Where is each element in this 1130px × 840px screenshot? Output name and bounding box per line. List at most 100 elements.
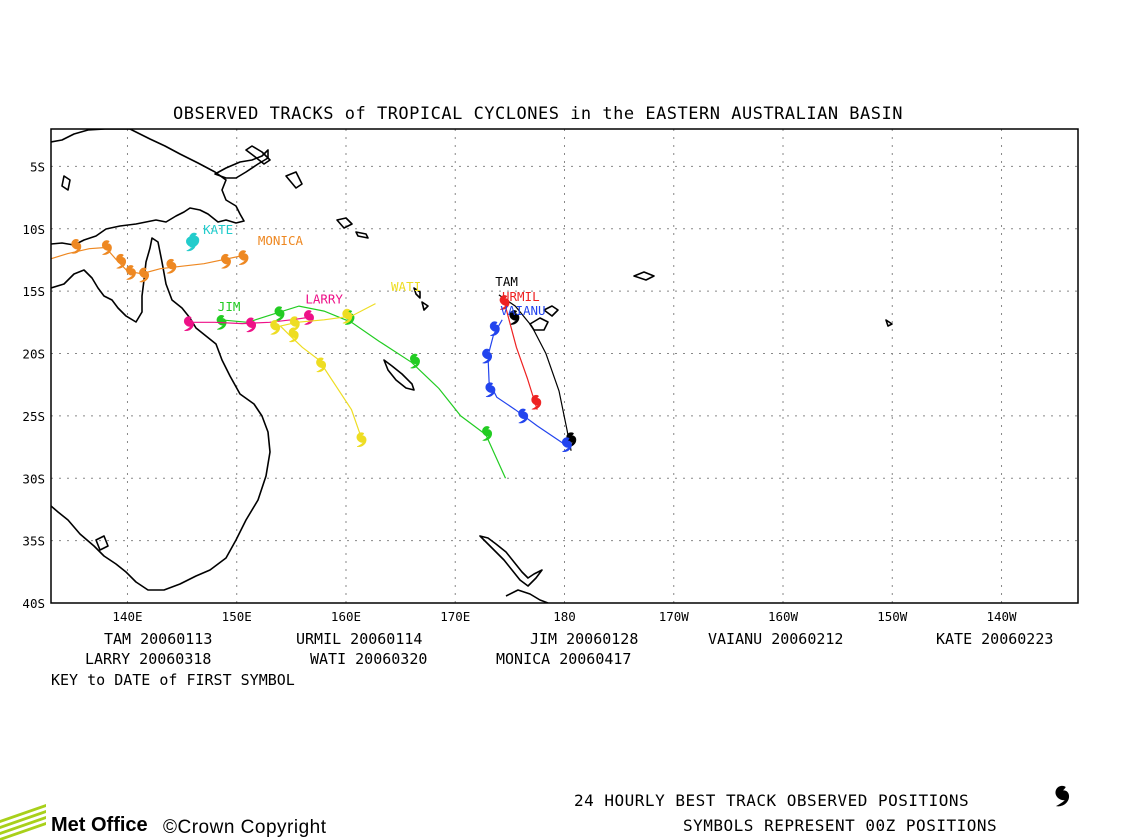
- australia-coast: [51, 237, 271, 591]
- cyclone-symbol-jim: [481, 425, 493, 442]
- cyclone-symbol-wati: [288, 327, 300, 343]
- new-caledonia-coast: [383, 359, 415, 391]
- cyclone-symbol-monica: [125, 264, 137, 281]
- track-urmil: URMIL: [499, 289, 542, 410]
- met-office-logo-icon: [0, 804, 46, 840]
- lat-tick-label: 30S: [22, 471, 45, 486]
- lat-tick-label: 5S: [30, 159, 45, 174]
- solomon-coast: [336, 217, 369, 239]
- footer-line-1: 24 HOURLY BEST TRACK OBSERVED POSITIONS: [574, 791, 969, 810]
- islet-west: [61, 175, 71, 191]
- cyclone-symbol-monica: [238, 249, 249, 266]
- track-line-tam: [498, 294, 572, 451]
- key-row-2: LARRY 20060318 WATI 20060320 MONICA 200604…: [85, 650, 631, 668]
- track-label-urmil: URMIL: [502, 289, 540, 304]
- cyclone-symbol-monica: [166, 258, 177, 274]
- graticule: [51, 129, 1078, 603]
- key: TAM 20060113 URMIL 20060114 JIM 20060128 VA…: [51, 630, 1053, 689]
- cyclone-symbol-monica: [138, 267, 150, 283]
- lon-tick-label: 150W: [877, 609, 908, 624]
- lat-tick-label: 10S: [22, 222, 45, 237]
- lat-tick-label: 15S: [22, 284, 45, 299]
- lat-tick-label: 35S: [22, 534, 45, 549]
- new-guinea-coast: [51, 129, 245, 246]
- copyright-text: ©Crown Copyright: [163, 817, 327, 838]
- key-entry: MONICA 20060417: [496, 650, 631, 668]
- lon-tick-label: 180: [553, 609, 576, 624]
- cyclone-symbol-wati: [269, 319, 281, 336]
- islet-east: [885, 319, 893, 327]
- cyclone-symbol-larry: [303, 309, 315, 326]
- lon-tick-label: 160W: [768, 609, 799, 624]
- cyclone-symbol-monica: [220, 253, 232, 269]
- cyclone-symbol-vaianu: [517, 408, 529, 424]
- coastlines: [51, 129, 893, 603]
- lon-tick-label: 140W: [986, 609, 1017, 624]
- track-label-jim: JIM: [218, 299, 241, 314]
- key-entry: WATI 20060320: [310, 650, 427, 668]
- cyclone-symbol-vaianu: [481, 348, 493, 364]
- latitude-labels: 5S 10S 15S 20S 25S 30S 35S 40S: [22, 159, 45, 611]
- key-entry: JIM 20060128: [530, 630, 638, 648]
- lat-tick-label: 25S: [22, 409, 45, 424]
- footer: 24 HOURLY BEST TRACK OBSERVED POSITIONS …: [0, 785, 1070, 840]
- samoa-coast: [633, 271, 655, 281]
- track-line-jim: [220, 305, 507, 479]
- key-row-1: TAM 20060113 URMIL 20060114 JIM 20060128 VA…: [104, 630, 1053, 648]
- new-zealand-south: [505, 589, 549, 603]
- track-kate: KATE: [185, 222, 233, 252]
- lake-dot: [95, 535, 109, 551]
- cyclone-symbol-wati: [356, 431, 367, 448]
- track-larry: LARRY: [183, 292, 343, 333]
- lat-tick-label: 20S: [22, 347, 45, 362]
- track-monica: MONICA: [51, 233, 304, 283]
- cyclone-symbol-jim: [274, 305, 285, 322]
- vanuatu-coast: [413, 287, 429, 311]
- bougainville-coast: [285, 171, 303, 189]
- cyclone-symbol-vaianu: [489, 320, 501, 337]
- cyclone-symbol-wati: [315, 357, 327, 373]
- key-entry: VAIANU 20060212: [708, 630, 843, 648]
- key-entry: KATE 20060223: [936, 630, 1053, 648]
- lon-tick-label: 160E: [331, 609, 361, 624]
- track-label-larry: LARRY: [305, 292, 343, 307]
- track-label-monica: MONICA: [258, 233, 304, 248]
- lon-tick-label: 170W: [659, 609, 690, 624]
- cyclone-symbol-jim: [409, 353, 421, 369]
- track-tam: TAM: [495, 274, 577, 451]
- track-vaianu: VAIANU: [481, 303, 573, 453]
- track-label-wati: WATI: [391, 279, 421, 294]
- lon-tick-label: 170E: [440, 609, 470, 624]
- track-wati: WATI: [269, 279, 421, 448]
- track-line-urmil: [503, 302, 538, 410]
- map-frame: [50, 128, 1079, 604]
- cyclone-symbol-urmil: [530, 394, 542, 410]
- key-entry: LARRY 20060318: [85, 650, 211, 668]
- new-britain-coast: [214, 149, 269, 179]
- cyclone-symbol-vaianu: [485, 382, 496, 398]
- new-ireland-coast: [245, 145, 271, 165]
- lon-tick-label: 140E: [112, 609, 142, 624]
- met-office-logo-text: Met Office: [51, 814, 148, 836]
- map-title: OBSERVED TRACKS of TROPICAL CYCLONES in …: [173, 104, 903, 124]
- track-label-vaianu: VAIANU: [500, 303, 545, 318]
- lon-tick-label: 150E: [222, 609, 252, 624]
- key-entry: URMIL 20060114: [296, 630, 422, 648]
- footer-line-2: SYMBOLS REPRESENT 00Z POSITIONS: [683, 816, 997, 835]
- track-line-vaianu: [487, 319, 568, 447]
- cyclone-symbol-icon: [1055, 785, 1070, 807]
- longitude-labels: 140E 150E 160E 170E 180 170W 160W 150W 140W: [112, 609, 1017, 624]
- track-jim: JIM: [216, 299, 507, 479]
- new-zealand-coast: [479, 535, 543, 587]
- cyclone-symbol-larry: [183, 315, 195, 332]
- track-label-tam: TAM: [495, 274, 518, 289]
- key-caption: KEY to DATE of FIRST SYMBOL: [51, 671, 295, 689]
- track-label-kate: KATE: [203, 222, 233, 237]
- key-entry: TAM 20060113: [104, 630, 212, 648]
- cyclone-symbol-monica: [115, 253, 127, 269]
- track-line-wati: [279, 303, 376, 441]
- lat-tick-label: 40S: [22, 596, 45, 611]
